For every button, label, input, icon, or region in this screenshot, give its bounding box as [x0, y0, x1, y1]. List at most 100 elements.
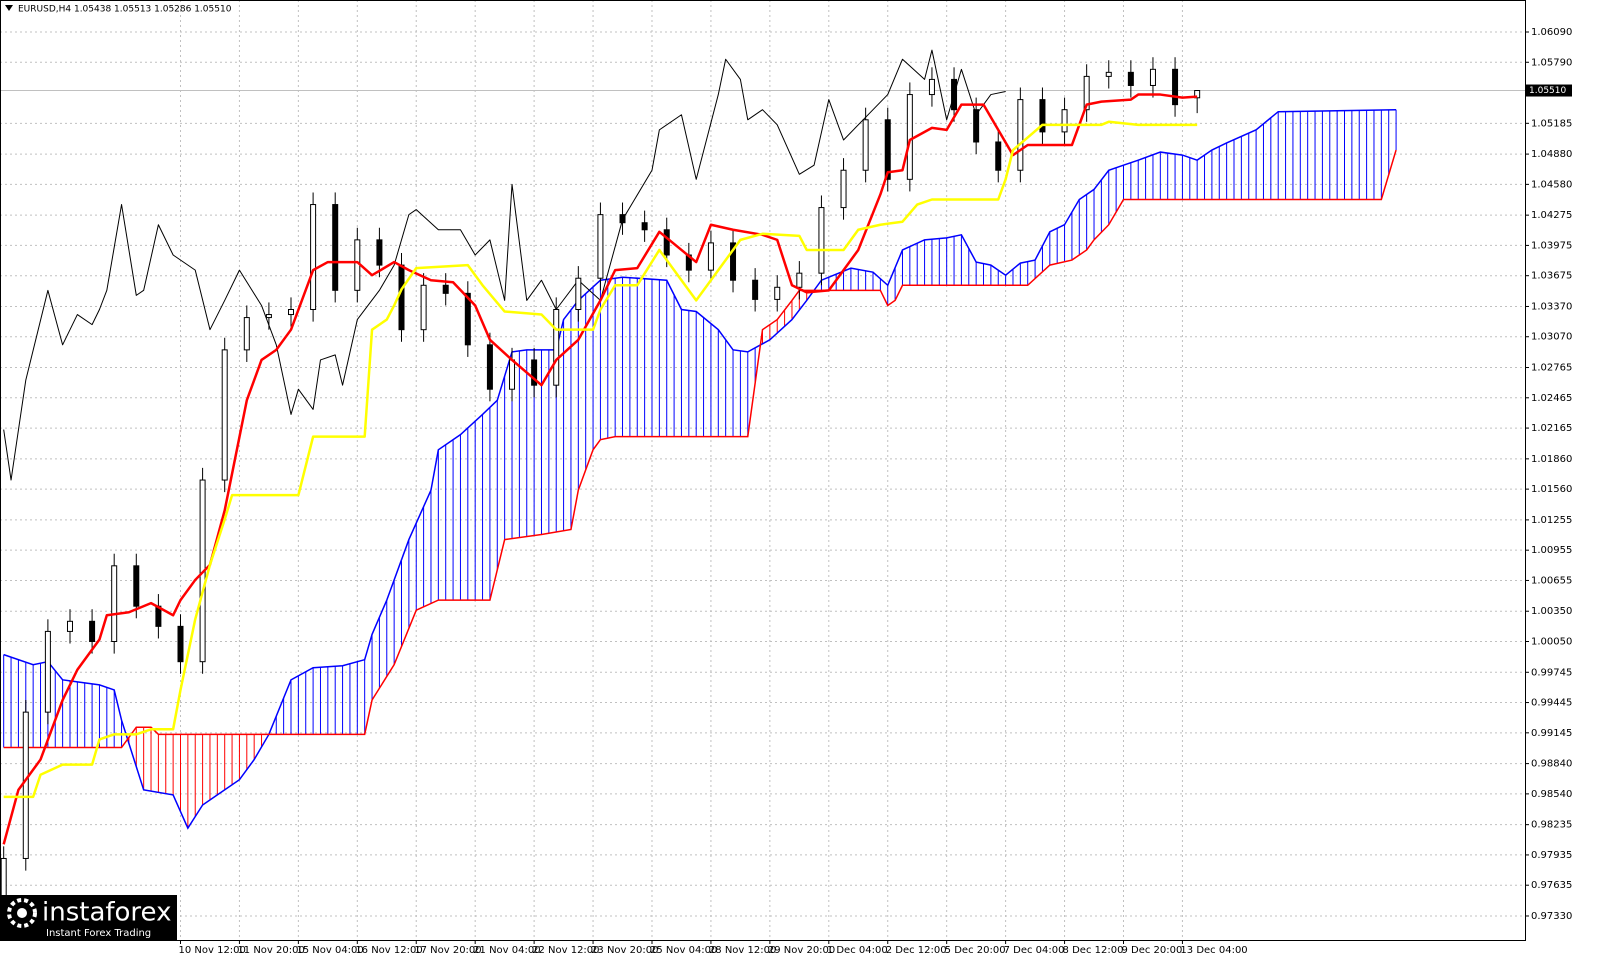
- candle-body: [420, 284, 427, 331]
- cloud-span-line: [3, 108, 1397, 830]
- x-tick-label: 1 Dec 04:00: [827, 945, 888, 956]
- y-tick-label: 0.97935: [1531, 850, 1572, 861]
- x-tick-label: 2 Dec 12:00: [886, 945, 947, 956]
- y-tick-label: 1.00955: [1531, 545, 1572, 556]
- x-tick-label: 17 Nov 20:00: [414, 945, 481, 956]
- y-tick-label: 0.97330: [1531, 911, 1572, 922]
- candle-body: [1083, 75, 1090, 111]
- candle-body: [663, 229, 670, 256]
- candle-body: [1172, 68, 1179, 106]
- plot-frame: [0, 0, 1526, 941]
- last-price-label: 1.05510: [1529, 86, 1566, 96]
- y-tick-label: 1.04580: [1531, 179, 1572, 190]
- y-tick-label: 0.98540: [1531, 789, 1572, 800]
- y-tick-label: 0.99745: [1531, 667, 1572, 678]
- candle-body: [332, 204, 339, 291]
- y-tick-label: 1.04275: [1531, 210, 1572, 221]
- candle-body: [177, 625, 184, 663]
- candle-body: [1039, 99, 1046, 133]
- y-tick-label: 1.00350: [1531, 606, 1572, 617]
- candle-body: [752, 279, 759, 300]
- x-tick-label: 11 Nov 20:00: [237, 945, 304, 956]
- cloud-span-line: [3, 149, 1397, 749]
- candle-body: [774, 286, 781, 300]
- logo-name: instaforex: [42, 898, 171, 928]
- y-tick-label: 0.98235: [1531, 820, 1572, 831]
- candle-body: [707, 242, 714, 271]
- y-tick-label: 1.00050: [1531, 637, 1572, 648]
- x-tick-label: 28 Nov 12:00: [709, 945, 776, 956]
- y-tick-label: 1.05790: [1531, 57, 1572, 68]
- candle-body: [796, 272, 803, 288]
- candle-body: [973, 109, 980, 143]
- logo-icon: [7, 898, 37, 928]
- candle-body: [1105, 71, 1112, 77]
- candle-body: [398, 264, 405, 331]
- candle-body: [310, 204, 317, 310]
- x-tick-label: 8 Dec 12:00: [1063, 945, 1124, 956]
- candle-body: [243, 317, 250, 351]
- candle-body: [265, 314, 272, 319]
- y-tick-label: 1.02465: [1531, 393, 1572, 404]
- y-tick-label: 0.99145: [1531, 728, 1572, 739]
- y-tick-label: 0.97635: [1531, 880, 1572, 891]
- candle-body: [376, 239, 383, 266]
- y-tick-label: 1.02765: [1531, 363, 1572, 374]
- candle-body: [840, 169, 847, 209]
- y-tick-label: 1.00655: [1531, 575, 1572, 586]
- chart-title: EURUSD,H4 1.05438 1.05513 1.05286 1.0551…: [18, 5, 232, 15]
- indicator-line: [3, 120, 1198, 799]
- candle-body: [906, 94, 913, 180]
- candle-body: [619, 214, 626, 224]
- logo: instaforex Instant Forex Trading: [0, 895, 177, 941]
- logo-icon-core: [17, 908, 27, 918]
- candle-body: [442, 284, 449, 294]
- candle-body: [553, 308, 560, 386]
- candle-body: [89, 620, 96, 643]
- candle-body: [641, 222, 648, 231]
- y-tick-label: 1.03675: [1531, 271, 1572, 282]
- candle-body: [288, 308, 295, 316]
- y-tick-label: 0.98840: [1531, 759, 1572, 770]
- candle-body: [1017, 99, 1024, 171]
- y-tick-label: 1.04880: [1531, 149, 1572, 160]
- candle-body: [111, 565, 118, 643]
- logo-box: [0, 895, 177, 941]
- candle-body: [730, 242, 737, 281]
- x-tick-label: 23 Nov 20:00: [591, 945, 658, 956]
- x-tick-label: 5 Dec 20:00: [945, 945, 1006, 956]
- y-tick-label: 1.06090: [1531, 27, 1572, 38]
- candle-body: [995, 141, 1002, 171]
- x-tick-label: 22 Nov 12:00: [532, 945, 599, 956]
- menu-arrow: [5, 5, 13, 11]
- candle-body: [44, 630, 51, 713]
- indicator-line: [3, 49, 1006, 481]
- x-tick-label: 21 Nov 04:00: [473, 945, 540, 956]
- x-tick-label: 9 Dec 20:00: [1121, 945, 1182, 956]
- x-tick-label: 29 Nov 20:00: [768, 945, 835, 956]
- x-tick-label: 13 Dec 04:00: [1180, 945, 1247, 956]
- y-tick-label: 1.05185: [1531, 118, 1572, 129]
- x-tick-label: 25 Nov 04:00: [650, 945, 717, 956]
- candle-body: [1127, 71, 1134, 86]
- y-tick-label: 0.99445: [1531, 698, 1572, 709]
- candle-body: [818, 207, 825, 274]
- y-tick-label: 1.03370: [1531, 301, 1572, 312]
- x-tick-label: 10 Nov 12:00: [178, 945, 245, 956]
- candle-body: [884, 119, 891, 180]
- y-tick-label: 1.03070: [1531, 332, 1572, 343]
- candle-body: [221, 349, 228, 481]
- candle-body: [66, 620, 73, 632]
- candle-body: [486, 344, 493, 390]
- candle-body: [133, 565, 140, 607]
- y-tick-label: 1.01255: [1531, 515, 1572, 526]
- candle-body: [1149, 68, 1156, 86]
- y-tick-label: 1.01860: [1531, 454, 1572, 465]
- candle-body: [464, 292, 471, 346]
- candle-body: [862, 119, 869, 171]
- logo-tagline: Instant Forex Trading: [46, 928, 151, 939]
- candle-body: [22, 711, 29, 859]
- x-tick-label: 15 Nov 04:00: [296, 945, 363, 956]
